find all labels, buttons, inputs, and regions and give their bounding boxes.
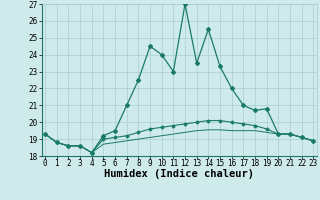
X-axis label: Humidex (Indice chaleur): Humidex (Indice chaleur) [104, 169, 254, 179]
